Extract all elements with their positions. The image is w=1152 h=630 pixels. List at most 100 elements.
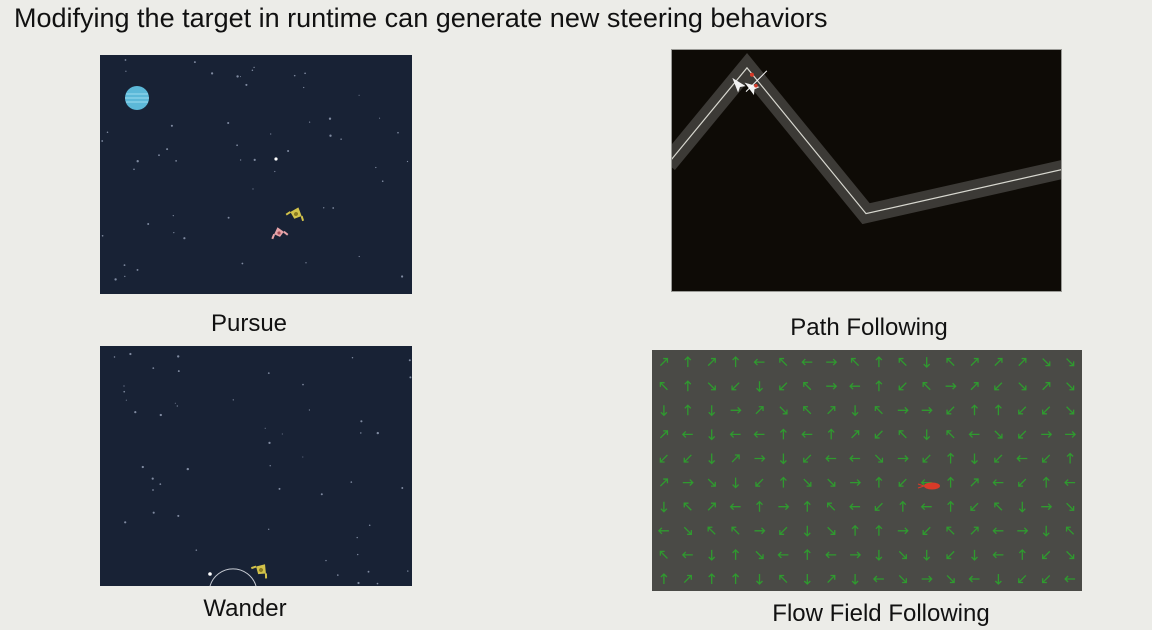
flow-arrow-icon: [1065, 430, 1077, 438]
star: [114, 278, 117, 281]
flow-arrow-icon: [708, 429, 716, 441]
flow-arrow-icon: [898, 357, 907, 367]
flow-arrow-icon: [801, 430, 813, 438]
star: [368, 524, 371, 527]
flow-arrow-icon: [946, 575, 955, 584]
flow-arrow-icon: [1018, 406, 1027, 415]
wander-demo-panel: [100, 346, 412, 586]
star: [173, 232, 175, 234]
star: [268, 441, 271, 445]
flow-arrow-icon: [708, 573, 716, 584]
flow-arrow-icon: [682, 479, 694, 487]
flow-field-caption: Flow Field Following: [772, 600, 990, 627]
flow-arrow-icon: [898, 550, 907, 560]
arrow-agent-icon: [732, 77, 746, 93]
star: [152, 367, 155, 369]
star: [170, 124, 173, 127]
flow-arrow-icon: [659, 550, 668, 559]
star: [133, 168, 135, 171]
flow-arrow-icon: [994, 382, 1003, 391]
flow-arrow-icon: [851, 430, 860, 439]
flow-arrow-icon: [779, 357, 788, 367]
star: [210, 72, 214, 75]
flow-arrow-icon: [731, 526, 740, 535]
star-field: [113, 352, 412, 585]
star: [375, 166, 377, 169]
star: [101, 234, 104, 237]
flow-arrow-icon: [922, 526, 931, 535]
flow-arrow-icon: [898, 478, 907, 487]
flow-arrow-icon: [897, 406, 909, 414]
star: [408, 359, 411, 362]
star: [328, 117, 332, 120]
star: [320, 493, 323, 496]
flow-arrow-icon: [681, 551, 693, 559]
flow-arrow-icon: [947, 476, 955, 488]
star: [106, 131, 109, 134]
flow-arrow-icon: [684, 404, 692, 416]
slide-title: Modifying the target in runtime can gene…: [14, 3, 828, 33]
flow-arrow-icon: [732, 573, 740, 584]
star: [124, 521, 127, 524]
flow-arrow-icon: [922, 382, 931, 391]
flow-arrow-icon: [923, 549, 931, 561]
flow-arrow-icon: [684, 380, 692, 392]
pursue-demo-panel: [100, 55, 412, 294]
star: [340, 138, 342, 140]
flow-arrow-icon: [946, 357, 955, 367]
flow-arrow-icon: [875, 476, 883, 488]
star: [356, 536, 358, 539]
flow-arrow-icon: [684, 356, 692, 368]
flow-arrow-icon: [753, 358, 765, 366]
star: [381, 180, 384, 182]
flow-arrow-icon: [968, 575, 980, 583]
flow-arrow-icon: [970, 382, 979, 391]
star: [267, 372, 270, 374]
flow-arrow-icon: [708, 453, 716, 465]
star: [125, 399, 127, 401]
flow-arrow-icon: [803, 454, 812, 463]
flow-arrow-icon: [874, 502, 883, 511]
star: [337, 574, 339, 576]
flow-arrow-icon: [1017, 527, 1029, 535]
target-spaceship-icon: [271, 227, 289, 240]
flow-arrow-icon: [971, 549, 978, 561]
flow-arrow-icon: [994, 430, 1003, 439]
flow-arrow-icon: [899, 500, 907, 512]
flow-arrow-icon: [827, 406, 836, 415]
flow-arrow-icon: [970, 502, 979, 511]
flow-arrow-icon: [659, 357, 669, 367]
star: [236, 75, 239, 78]
flow-arrow-icon: [970, 357, 979, 367]
star: [332, 207, 335, 209]
flow-arrow-icon: [755, 478, 764, 487]
flow-arrow-icon: [707, 502, 716, 511]
flow-arrow-icon: [826, 358, 838, 366]
wander-target: [208, 572, 212, 576]
flow-arrow-icon: [754, 455, 766, 462]
flow-arrow-icon: [803, 382, 812, 391]
flow-arrow-icon: [731, 382, 740, 391]
flow-arrow-icon: [971, 453, 978, 465]
flow-arrow-icon: [729, 503, 741, 511]
star: [227, 121, 230, 125]
flow-arrow-icon: [994, 404, 1002, 416]
flow-arrow-icon: [1042, 382, 1051, 391]
flow-arrow-icon: [777, 551, 789, 559]
star: [287, 149, 290, 153]
flow-arrow-icon: [827, 502, 836, 511]
path-following-caption: Path Following: [790, 314, 948, 341]
flow-arrow-icon: [755, 550, 764, 560]
path-target-point: [749, 72, 754, 77]
star: [147, 223, 150, 225]
flow-arrow-icon: [923, 429, 931, 441]
star: [278, 487, 281, 490]
flow-arrow-icon: [683, 574, 692, 583]
flow-field-scene: [657, 356, 1077, 585]
wander-circle: [209, 568, 257, 586]
flow-arrow-icon: [779, 574, 788, 583]
flow-arrow-icon: [946, 526, 955, 535]
flow-arrow-icon: [875, 524, 883, 536]
star: [305, 262, 307, 264]
flow-arrow-icon: [1018, 548, 1026, 560]
